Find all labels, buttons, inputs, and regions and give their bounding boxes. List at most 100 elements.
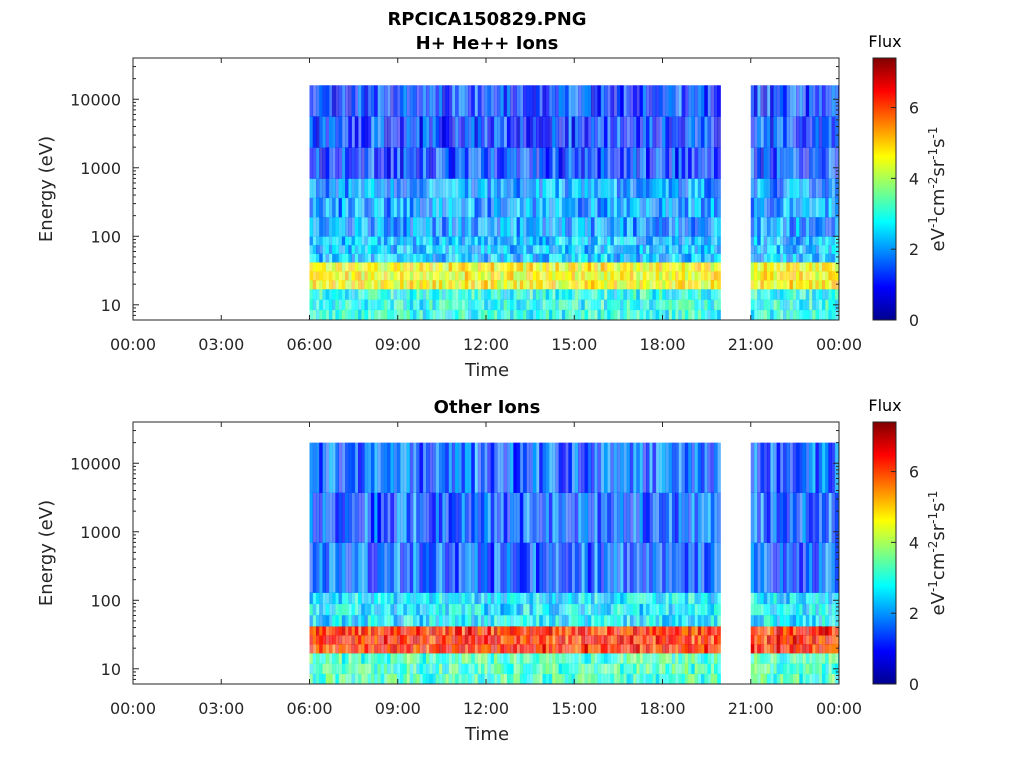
spectrogram-cell: [513, 635, 517, 645]
spectrogram-cell: [581, 492, 585, 543]
spectrogram-cell: [455, 85, 459, 117]
spectrogram-cell: [442, 673, 446, 684]
spectrogram-cell: [558, 236, 563, 246]
spectrogram-cell: [831, 592, 836, 605]
spectrogram-cell: [603, 236, 608, 246]
spectrogram-cell: [455, 262, 459, 272]
spectrogram-cell: [584, 614, 589, 627]
spectrogram-cell: [658, 85, 663, 117]
spectrogram-cell: [587, 673, 592, 684]
spectrogram-cell: [422, 244, 427, 254]
spectrogram-cell: [834, 236, 839, 246]
spectrogram-cell: [545, 653, 550, 664]
spectrogram-cell: [717, 85, 721, 117]
spectrogram-cell: [697, 216, 702, 237]
spectrogram-cell: [519, 236, 524, 246]
spectrogram-cell: [789, 614, 794, 627]
spectrogram-cell: [328, 442, 333, 493]
spectrogram-cell: [322, 289, 327, 300]
spectrogram-cell: [802, 244, 807, 254]
spectrogram-cell: [616, 653, 621, 664]
spectrogram-cell: [603, 271, 608, 281]
spectrogram-cell: [658, 442, 663, 493]
spectrogram-cell: [438, 244, 443, 254]
spectrogram-cell: [691, 262, 695, 272]
spectrogram-cell: [834, 244, 839, 254]
spectrogram-cell: [487, 244, 492, 254]
spectrogram-cell: [487, 663, 492, 675]
spectrogram-cell: [435, 442, 440, 493]
spectrogram-cell: [665, 626, 670, 636]
spectrogram-cell: [763, 216, 768, 237]
spectrogram-cell: [455, 626, 459, 636]
spectrogram-cell: [513, 603, 517, 616]
spectrogram-cell: [646, 592, 650, 605]
spectrogram-cell: [435, 197, 440, 218]
spectrogram-cell: [646, 236, 650, 246]
spectrogram-cell: [403, 178, 407, 199]
spectrogram-cell: [503, 147, 508, 179]
spectrogram-cell: [763, 280, 768, 290]
spectrogram-cell: [796, 626, 800, 636]
spectrogram-cell: [338, 663, 343, 675]
spectrogram-cell: [464, 542, 469, 593]
spectrogram-cell: [571, 673, 576, 684]
spectrogram-cell: [694, 299, 699, 311]
spectrogram-cell: [425, 244, 430, 254]
spectrogram-cell: [455, 442, 459, 493]
spectrogram-cell: [390, 635, 395, 645]
spectrogram-cell: [821, 85, 826, 117]
spectrogram-cell: [552, 603, 556, 616]
spectrogram-cell: [484, 442, 488, 493]
spectrogram-cell: [400, 236, 404, 246]
spectrogram-cell: [691, 299, 695, 311]
spectrogram-cell: [506, 309, 511, 320]
spectrogram-cell: [568, 280, 573, 290]
spectrogram-cell: [490, 216, 495, 237]
spectrogram-cell: [584, 309, 589, 320]
spectrogram-cell: [471, 244, 475, 254]
spectrogram-cell: [681, 85, 686, 117]
spectrogram-cell: [445, 299, 450, 311]
spectrogram-cell: [701, 289, 705, 300]
spectrogram-cell: [364, 644, 369, 654]
spectrogram-cell: [519, 442, 524, 493]
spectrogram-cell: [603, 178, 608, 199]
spectrogram-cell: [442, 116, 446, 148]
spectrogram-cell: [474, 216, 479, 237]
spectrogram-cell: [416, 271, 420, 281]
spectrogram-cell: [697, 85, 702, 117]
spectrogram-cell: [750, 442, 755, 493]
spectrogram-cell: [328, 178, 333, 199]
spectrogram-cell: [717, 216, 721, 237]
spectrogram-cell: [548, 542, 553, 593]
spectrogram-cell: [484, 85, 488, 117]
spectrogram-cell: [610, 236, 615, 246]
spectrogram-cell: [390, 673, 395, 684]
spectrogram-cell: [831, 644, 836, 654]
spectrogram-cell: [429, 147, 433, 179]
spectrogram-cell: [487, 147, 492, 179]
spectrogram-cell: [828, 116, 833, 148]
spectrogram-cell: [668, 147, 673, 179]
spectrogram-cell: [487, 289, 492, 300]
spectrogram-cell: [367, 614, 372, 627]
spectrogram-cell: [471, 236, 475, 246]
spectrogram-cell: [701, 626, 705, 636]
spectrogram-cell: [675, 542, 679, 593]
spectrogram-cell: [565, 244, 569, 254]
spectrogram-cell: [493, 592, 498, 605]
spectrogram-cell: [802, 626, 807, 636]
spectrogram-cell: [458, 289, 462, 300]
spectrogram-cell: [351, 635, 356, 645]
spectrogram-cell: [799, 85, 803, 117]
spectrogram-cell: [461, 116, 466, 148]
spectrogram-cell: [416, 614, 420, 627]
spectrogram-cell: [309, 280, 314, 290]
spectrogram-cell: [684, 289, 689, 300]
spectrogram-cell: [770, 592, 774, 605]
spectrogram-cell: [831, 216, 836, 237]
spectrogram-cell: [594, 492, 598, 543]
spectrogram-cell: [516, 492, 521, 543]
spectrogram-cell: [474, 262, 479, 272]
